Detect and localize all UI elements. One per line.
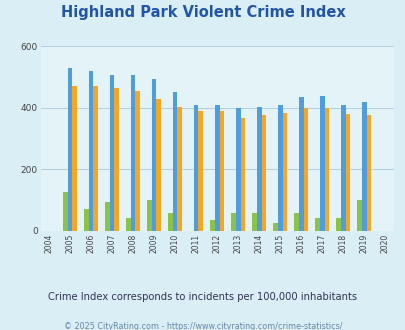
Bar [282,113,286,231]
Bar [198,112,202,231]
Bar [256,107,261,231]
Bar [93,86,98,231]
Bar [340,105,345,231]
Bar [303,108,307,231]
Bar [126,218,130,231]
Bar [173,92,177,231]
Bar [147,200,151,231]
Bar [194,105,198,231]
Bar [177,107,182,231]
Bar [89,72,93,231]
Bar [72,86,77,231]
Bar [294,214,298,231]
Bar [231,214,235,231]
Bar [235,108,240,231]
Bar [84,210,89,231]
Bar [135,91,140,231]
Bar [63,192,68,231]
Bar [130,75,135,231]
Bar [168,214,173,231]
Bar [345,114,350,231]
Bar [298,97,303,231]
Bar [151,79,156,231]
Bar [214,105,219,231]
Bar [240,118,245,231]
Bar [252,214,256,231]
Bar [356,200,361,231]
Text: © 2025 CityRating.com - https://www.cityrating.com/crime-statistics/: © 2025 CityRating.com - https://www.city… [64,322,341,330]
Bar [105,202,109,231]
Bar [261,115,266,231]
Bar [319,96,324,231]
Text: Highland Park Violent Crime Index: Highland Park Violent Crime Index [60,5,345,20]
Bar [361,102,366,231]
Bar [68,68,72,231]
Bar [366,115,371,231]
Text: Crime Index corresponds to incidents per 100,000 inhabitants: Crime Index corresponds to incidents per… [48,292,357,302]
Bar [277,105,282,231]
Bar [324,109,328,231]
Bar [114,88,119,231]
Bar [156,99,161,231]
Bar [109,75,114,231]
Bar [219,111,224,231]
Bar [336,218,340,231]
Bar [273,223,277,231]
Bar [210,220,214,231]
Bar [315,218,319,231]
